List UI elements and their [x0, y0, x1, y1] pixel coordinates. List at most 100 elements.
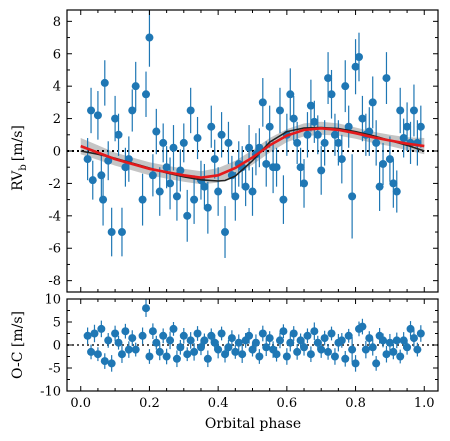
rv-data-point	[162, 146, 171, 189]
rv-data-point	[207, 105, 216, 148]
residual-marker	[361, 345, 370, 354]
rv-panel: -8 -6 -4 -2 0 2 4 6 8	[48, 9, 439, 293]
rv-marker	[306, 101, 315, 110]
residual-data-point	[193, 326, 202, 341]
residual-marker	[351, 359, 360, 368]
residual-marker	[83, 331, 92, 340]
rv-data-point	[203, 181, 212, 234]
rv-data-point	[200, 163, 209, 210]
residual-marker	[358, 322, 367, 331]
residual-marker	[392, 336, 401, 345]
rv-data-point	[172, 172, 181, 221]
rv-data-point	[124, 136, 133, 182]
rv-y-tick-label: -2	[48, 177, 61, 192]
residual-data-point	[90, 324, 99, 343]
rv-data-point	[354, 32, 363, 82]
rv-marker	[224, 138, 233, 147]
residual-marker	[368, 343, 377, 352]
rv-marker	[93, 111, 102, 120]
residual-marker	[214, 345, 223, 354]
residual-data-point	[166, 331, 175, 350]
residual-marker	[389, 347, 398, 356]
residual-marker	[365, 334, 374, 343]
residual-data-point	[152, 335, 161, 350]
residual-marker	[265, 334, 274, 343]
residual-marker	[193, 329, 202, 338]
rv-y-tick-label: 2	[53, 112, 61, 127]
residual-marker	[248, 345, 257, 354]
residual-data-point	[317, 341, 326, 358]
residual-data-point	[306, 346, 315, 363]
residual-data-point	[279, 324, 288, 339]
rv-marker	[327, 90, 336, 99]
rv-data-point	[272, 147, 281, 187]
rv-marker	[334, 138, 343, 147]
residual-data-point	[214, 340, 223, 359]
residual-marker	[224, 343, 233, 352]
residual-data-point	[324, 344, 333, 360]
rv-data-point	[176, 149, 185, 192]
residual-data-point	[121, 323, 130, 339]
rv-data-point	[179, 123, 188, 163]
rv-marker	[87, 106, 96, 115]
rv-marker	[262, 159, 271, 168]
residual-marker	[416, 329, 425, 338]
residual-data-point	[313, 335, 322, 350]
residual-marker	[255, 352, 264, 361]
rv-marker	[142, 90, 151, 99]
rv-y-tick-label: -8	[48, 274, 61, 289]
residual-marker	[238, 350, 247, 359]
residual-marker	[186, 336, 195, 345]
residual-data-point	[293, 344, 302, 360]
residual-marker	[107, 359, 116, 368]
rv-marker	[155, 187, 164, 196]
residual-data-point	[100, 353, 109, 369]
rv-data-point	[88, 160, 97, 200]
rv-marker	[379, 159, 388, 168]
rv-data-point	[396, 87, 405, 134]
residual-data-point	[93, 347, 102, 362]
residual-marker	[159, 331, 168, 340]
x-axis-label: Orbital phase	[205, 416, 301, 432]
residual-marker	[124, 345, 133, 354]
rv-data-point	[193, 116, 202, 160]
residual-data-point	[296, 333, 305, 348]
residual-data-point	[265, 331, 274, 345]
rv-y-tick-label: 4	[53, 80, 61, 95]
rv-axis-label: RVb [m/s]	[10, 125, 29, 191]
rv-data-point	[210, 139, 219, 179]
residual-data-point	[117, 345, 126, 363]
residual-marker	[93, 350, 102, 359]
rv-y-tick-label: 6	[53, 47, 61, 62]
rv-marker	[354, 53, 363, 61]
rv-marker	[351, 62, 360, 71]
rv-marker	[152, 127, 161, 136]
residual-marker	[138, 331, 147, 340]
residual-marker	[162, 352, 171, 361]
residual-data-point	[186, 332, 195, 349]
residual-marker	[372, 359, 381, 368]
residual-marker	[396, 352, 405, 361]
residual-marker	[406, 324, 415, 333]
residual-marker	[155, 347, 164, 356]
rv-y-tick-label: 8	[53, 15, 61, 30]
residual-data-point	[327, 326, 336, 341]
residual-data-point	[368, 339, 377, 356]
residual-marker	[152, 338, 161, 347]
residual-marker	[327, 329, 336, 338]
residual-data-point	[142, 299, 151, 317]
residual-marker	[317, 345, 326, 354]
rv-marker	[203, 203, 212, 212]
residual-data-point	[97, 320, 106, 338]
residual-data-point	[262, 338, 271, 357]
rv-data-point	[275, 87, 284, 134]
residual-data-point	[392, 332, 401, 349]
rv-data-point	[337, 134, 346, 184]
rv-marker	[330, 130, 339, 139]
residual-data-point	[258, 325, 267, 342]
rv-data-point	[138, 173, 147, 226]
rv-marker	[193, 134, 202, 143]
rv-marker	[382, 74, 391, 83]
rv-marker	[341, 82, 350, 91]
residual-data-point	[248, 342, 257, 357]
